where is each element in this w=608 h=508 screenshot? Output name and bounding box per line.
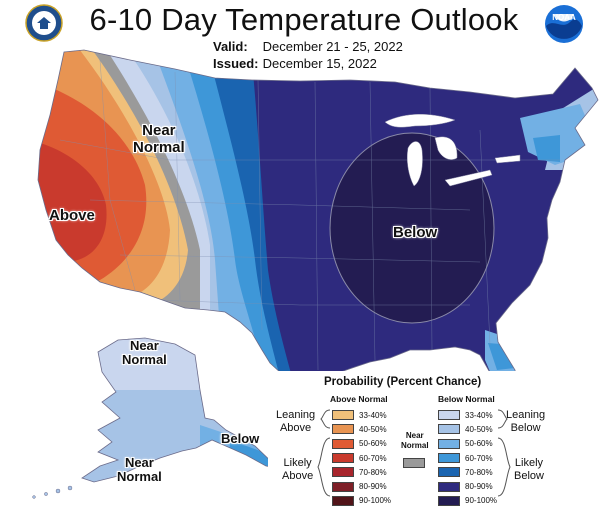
legend-above-label: 80-90%: [359, 482, 387, 492]
legend-above-swatch: [332, 453, 354, 464]
legend-brackets: [317, 409, 511, 497]
legend-below-label: 90-100%: [465, 496, 498, 506]
legend-below-label: 60-70%: [465, 453, 493, 463]
legend-leaning-above: Leaning Above: [276, 409, 316, 434]
legend-above-row: 40-50%: [332, 422, 391, 436]
legend-above-swatch: [332, 481, 354, 492]
legend-above-swatch: [332, 410, 354, 421]
issued-line: Issued: December 15, 2022: [213, 56, 377, 71]
legend-below-header: Below Normal: [438, 394, 495, 404]
legend-above-row: 60-70%: [332, 451, 391, 465]
legend-leaning-below: Leaning Below: [506, 409, 546, 434]
legend-below-swatch: [438, 424, 460, 435]
legend: Probability (Percent Chance) Above Norma…: [268, 371, 608, 508]
legend-below-row: 80-90%: [438, 479, 497, 493]
legend-below-swatch: [438, 481, 460, 492]
noaa-text: NOAA: [552, 13, 576, 22]
legend-above-label: 70-80%: [359, 467, 387, 477]
legend-below-row: 70-80%: [438, 465, 497, 479]
label-near-normal-alaska-south: Near Normal: [117, 455, 162, 484]
legend-near-header: Near Normal: [401, 431, 429, 450]
legend-above-row: 33-40%: [332, 408, 391, 422]
legend-likely-below: Likely Below: [514, 457, 544, 482]
valid-label: Valid:: [213, 39, 248, 54]
label-near-normal-west-text: Near Normal: [133, 122, 185, 156]
legend-below-row: 60-70%: [438, 451, 497, 465]
page-title: 6-10 Day Temperature Outlook: [89, 2, 519, 37]
legend-above-swatches: 33-40% 40-50% 50-60% 60-70% 70-80% 80-90% 90-1…: [332, 408, 391, 508]
legend-below-swatch: [438, 467, 460, 478]
legend-above-row: 80-90%: [332, 479, 391, 493]
legend-below-swatch: [438, 410, 460, 421]
legend-below-label: 50-60%: [465, 439, 493, 449]
legend-title: Probability (Percent Chance): [324, 376, 482, 388]
issued-label: Issued:: [213, 56, 259, 71]
legend-above-label: 50-60%: [359, 439, 387, 449]
legend-below-row: 50-60%: [438, 437, 497, 451]
label-below-alaska: Below: [221, 431, 260, 446]
legend-near-swatch: [403, 458, 425, 468]
issued-date: December 15, 2022: [262, 56, 377, 71]
legend-likely-above: Likely Above: [282, 457, 314, 482]
legend-above-swatch: [332, 467, 354, 478]
noaa-logo-icon: NOAA: [545, 5, 583, 43]
legend-above-row: 50-60%: [332, 437, 391, 451]
legend-below-swatches: 33-40% 40-50% 50-60% 60-70% 70-80% 80-90% 90-1…: [438, 408, 497, 508]
legend-above-label: 40-50%: [359, 424, 387, 434]
legend-above-label: 33-40%: [359, 410, 387, 420]
valid-line: Valid: December 21 - 25, 2022: [213, 39, 403, 54]
label-near-normal-alaska-north: Near Normal: [122, 338, 167, 367]
legend-above-header: Above Normal: [330, 394, 388, 404]
legend-below-swatch: [438, 438, 460, 449]
legend-above-label: 90-100%: [359, 496, 392, 506]
legend-below-label: 33-40%: [465, 410, 493, 420]
legend-below-row: 40-50%: [438, 422, 497, 436]
legend-below-label: 80-90%: [465, 482, 493, 492]
valid-dates: December 21 - 25, 2022: [262, 39, 403, 54]
legend-above-swatch: [332, 438, 354, 449]
label-above-west: Above: [49, 207, 95, 224]
legend-above-label: 60-70%: [359, 453, 387, 463]
legend-above-swatch: [332, 424, 354, 435]
legend-above-row: 70-80%: [332, 465, 391, 479]
legend-below-swatch: [438, 453, 460, 464]
label-below-east: Below: [393, 224, 438, 241]
legend-below-label: 40-50%: [465, 424, 493, 434]
doc-seal-icon: [25, 4, 63, 42]
legend-below-label: 70-80%: [465, 467, 493, 477]
label-near-normal-west: Near Normal: [133, 122, 185, 156]
legend-below-row: 33-40%: [438, 408, 497, 422]
